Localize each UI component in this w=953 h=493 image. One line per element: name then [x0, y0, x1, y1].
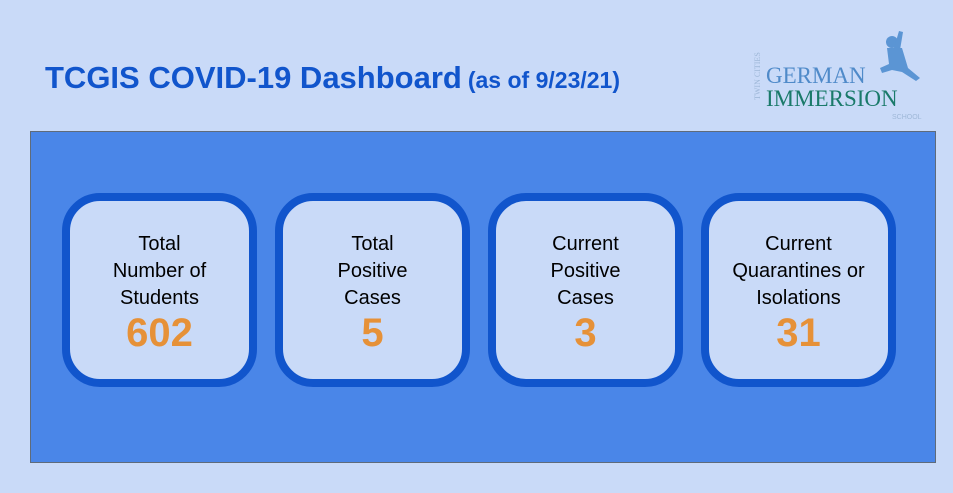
logo-school: SCHOOL — [892, 114, 922, 121]
label-line: Total — [351, 233, 394, 255]
card-value: 602 — [126, 311, 193, 355]
label-line: Cases — [344, 287, 401, 309]
card-total-students: Total Number of Students 602 — [62, 193, 257, 387]
label-line: Total — [138, 233, 181, 255]
logo-german: GERMAN — [766, 63, 866, 88]
label-line: Number of — [112, 260, 207, 282]
logo-twin-cities: TWIN CITIES — [753, 52, 762, 100]
label-line: Students — [120, 287, 199, 309]
logo-immersion: IMMERSION — [766, 86, 898, 111]
label-line: Positive — [337, 260, 408, 282]
card-current-positive: Current Positive Cases 3 — [488, 193, 683, 387]
label-line: Isolations — [756, 287, 841, 309]
card-label: Total Positive Cases — [283, 231, 462, 312]
card-label: Current Positive Cases — [496, 231, 675, 312]
jumping-child-icon: TWIN CITIES GERMAN IMMERSION SCHOOL — [753, 31, 922, 121]
card-value: 31 — [776, 311, 821, 355]
label-line: Positive — [550, 260, 621, 282]
label-line: Quarantines or — [732, 260, 865, 282]
page-title: TCGIS COVID-19 Dashboard (as of 9/23/21) — [45, 60, 620, 96]
as-of-date: (as of 9/23/21) — [467, 67, 620, 93]
card-value: 3 — [574, 311, 597, 355]
card-label: Current Quarantines or Isolations — [709, 231, 888, 312]
card-total-positive: Total Positive Cases 5 — [275, 193, 470, 387]
label-line: Cases — [557, 287, 614, 309]
card-quarantines: Current Quarantines or Isolations 31 — [701, 193, 896, 387]
school-logo: TWIN CITIES GERMAN IMMERSION SCHOOL — [752, 28, 942, 123]
dashboard-title: TCGIS COVID-19 Dashboard — [45, 60, 462, 95]
card-label: Total Number of Students — [70, 231, 249, 312]
label-line: Current — [552, 233, 619, 255]
card-value: 5 — [361, 311, 384, 355]
label-line: Current — [765, 233, 832, 255]
